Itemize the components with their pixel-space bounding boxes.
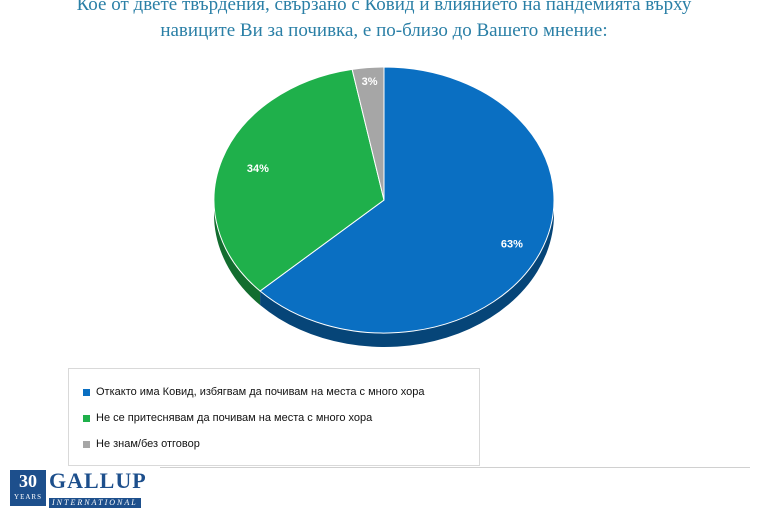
legend-swatch-2	[83, 414, 90, 422]
pie-chart: 63% 34% 3%	[213, 66, 555, 347]
logo-years-number: 30	[19, 471, 37, 491]
pie-side-1	[260, 200, 554, 347]
legend-swatch-3	[83, 440, 90, 448]
pie-data-label-2: 34%	[247, 163, 269, 175]
logo-brand: GALLUP	[49, 468, 147, 493]
pie-data-labels: 63% 34% 3%	[247, 76, 523, 250]
pie-slice-3	[351, 66, 385, 201]
logo-brand-sub: INTERNATIONAL	[49, 498, 141, 508]
pie-sides	[214, 200, 554, 347]
legend-item-3: Не знам/без отговор	[83, 438, 200, 450]
pie-slice-2	[213, 68, 385, 292]
legend-item-1: Откакто има Ковид, избягвам да почивам н…	[83, 386, 425, 398]
logo-30-badge: 30 YEARS	[10, 470, 46, 506]
footer-divider	[160, 467, 750, 468]
pie-data-label-1: 63%	[501, 238, 523, 250]
pie-slices	[213, 66, 555, 334]
logo-wordmark: GALLUP INTERNATIONAL	[49, 470, 147, 510]
gallup-logo: 30 YEARS GALLUP INTERNATIONAL	[10, 470, 147, 508]
legend-label-1: Откакто има Ковид, избягвам да почивам н…	[96, 386, 425, 398]
pie-data-label-3: 3%	[362, 76, 378, 88]
legend-label-2: Не се притеснявам да почивам на места с …	[96, 412, 373, 424]
pie-slice-1	[259, 66, 555, 334]
legend-item-2: Не се притеснявам да почивам на места с …	[83, 412, 372, 424]
legend-swatch-1	[83, 388, 90, 396]
chart-title-line-1: Кое от двете твърдения, свързано с Ковид…	[76, 0, 692, 15]
chart-title-line-2: навиците Ви за почивка, е по-близо до Ва…	[160, 20, 608, 41]
legend-label-3: Не знам/без отговор	[96, 438, 200, 450]
logo-years-label: YEARS	[14, 493, 42, 501]
chart-title: Кое от двете твърдения, свързано с Ковид…	[0, 0, 768, 44]
chart-legend: Откакто има Ковид, избягвам да почивам н…	[68, 368, 480, 466]
pie-side-2	[214, 200, 261, 306]
